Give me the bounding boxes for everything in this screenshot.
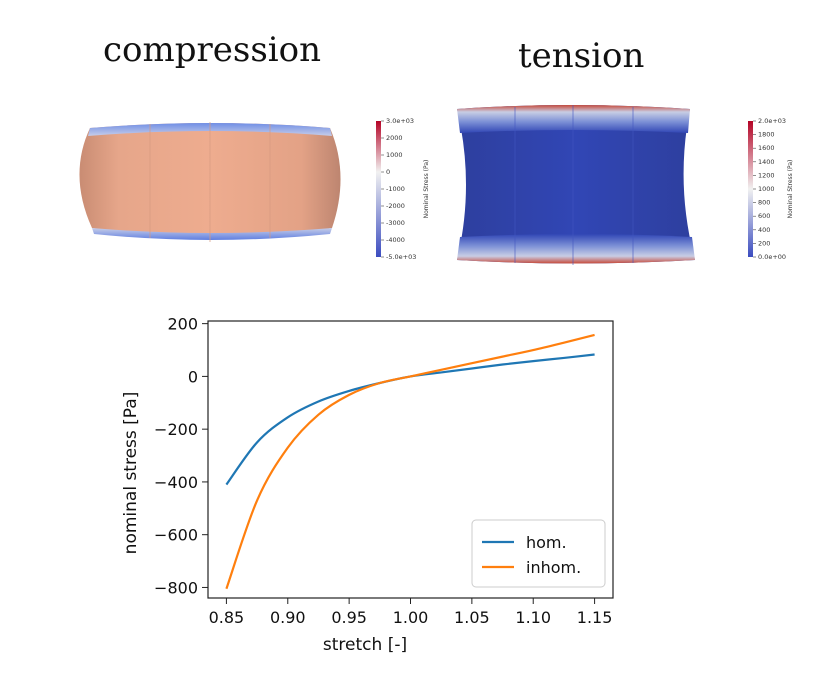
y-axis-label: nominal stress [Pa] xyxy=(121,392,141,555)
compression-colorbar-tick-label: 3.0e+03 xyxy=(386,117,414,125)
x-tick-label: 1.10 xyxy=(515,608,551,627)
tension-colorbar-tick-label: 1000 xyxy=(758,185,775,193)
compression-colorbar-tick-label: -1000 xyxy=(386,185,405,193)
y-tick-label: −400 xyxy=(154,473,198,492)
x-tick-label: 1.00 xyxy=(393,608,429,627)
tension-colorbar-tick-label: 0.0e+00 xyxy=(758,253,786,261)
stress-stretch-plot: 0.85 0.90 0.95 1.00 1.05 1.10 1.15 200 0 −200 −400… xyxy=(121,315,614,655)
y-tick-label: −800 xyxy=(154,578,198,597)
compression-colorbar-tick-label: -3000 xyxy=(386,219,405,227)
x-tick-label: 0.90 xyxy=(270,608,306,627)
legend-label: hom. xyxy=(526,533,567,552)
y-tick-label: −600 xyxy=(154,526,198,545)
legend-label: inhom. xyxy=(526,558,581,577)
compression-colorbar-tick-label: -4000 xyxy=(386,236,405,244)
legend: hom. inhom. xyxy=(471,519,606,588)
tension-colorbar-tick-label: 800 xyxy=(758,199,770,207)
tension-colorbar-tick-label: 200 xyxy=(758,239,770,247)
tension-colorbar-tick-label: 400 xyxy=(758,226,770,234)
compression-heading: compression xyxy=(103,30,322,70)
tension-colorbar: 2.0e+03 1800 1600 1400 1200 1000 800 600 400 200 0… xyxy=(748,117,794,261)
compression-colorbar-title: Nominal Stress (Pa) xyxy=(423,160,430,219)
tension-colorbar-tick-label: 1400 xyxy=(758,158,775,166)
tension-colorbar-tick-label: 1600 xyxy=(758,144,775,152)
compression-colorbar-tick-label: 1000 xyxy=(386,151,403,159)
x-axis-label: stretch [-] xyxy=(323,635,407,655)
series-line-hom xyxy=(225,353,595,486)
x-tick-label: 1.05 xyxy=(454,608,490,627)
series-line-inhom xyxy=(225,333,595,590)
compression-colorbar: 3.0e+03 2000 1000 0 -1000 -2000 -3000 -4000 -5.0… xyxy=(376,117,430,261)
compression-colorbar-tick-label: -2000 xyxy=(386,202,405,210)
compression-colorbar-tick-label: -5.0e+03 xyxy=(386,253,416,261)
y-tick-label: 0 xyxy=(188,367,198,386)
compression-colorbar-tick-label: 2000 xyxy=(386,134,403,142)
y-tick-label: −200 xyxy=(154,420,198,439)
tension-colorbar-tick-label: 1200 xyxy=(758,171,775,179)
legend-box xyxy=(471,519,606,588)
tension-colorbar-title: Nominal Stress (Pa) xyxy=(787,160,794,219)
tension-cylinder-render xyxy=(457,105,695,265)
x-tick-label: 0.85 xyxy=(209,608,245,627)
tension-colorbar-tick-label: 600 xyxy=(758,212,770,220)
x-tick-label: 0.95 xyxy=(331,608,367,627)
compression-colorbar-tick-label: 0 xyxy=(386,168,390,176)
tension-colorbar-tick-label: 1800 xyxy=(758,131,775,139)
compression-cylinder-render xyxy=(79,122,341,242)
y-tick-label: 200 xyxy=(167,315,198,334)
tension-colorbar-tick-label: 2.0e+03 xyxy=(758,117,786,125)
x-tick-label: 1.15 xyxy=(577,608,613,627)
tension-heading: tension xyxy=(518,36,645,76)
